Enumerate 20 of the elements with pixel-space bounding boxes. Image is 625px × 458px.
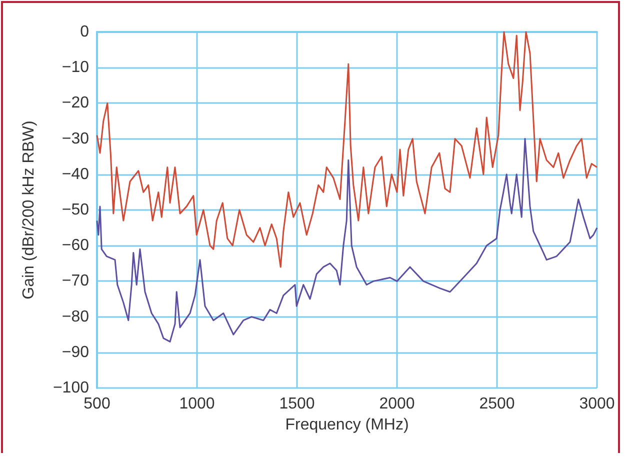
y-axis-title: Gain (dBr/200 kHz RBW) xyxy=(20,120,38,300)
y-tick-label: −30 xyxy=(62,130,90,148)
y-tick-label: −20 xyxy=(62,94,90,112)
x-tick-label: 1500 xyxy=(279,396,315,412)
x-tick-label: 3000 xyxy=(579,396,615,412)
x-tick-label: 1000 xyxy=(179,396,215,412)
y-tick-label: −90 xyxy=(62,344,90,361)
x-tick-label: 2000 xyxy=(379,396,415,412)
x-tick-label: 500 xyxy=(84,396,110,412)
y-tick-label: −70 xyxy=(62,272,90,290)
y-tick-label: −10 xyxy=(62,59,90,76)
line-series xyxy=(96,138,598,342)
y-tick-label: −50 xyxy=(62,202,90,218)
y-tick-label: −80 xyxy=(62,308,90,326)
x-axis-title: Frequency (MHz) xyxy=(285,416,409,434)
y-tick-label: −100 xyxy=(52,380,90,396)
y-tick-label: 0 xyxy=(80,24,90,40)
y-tick-label: −40 xyxy=(62,166,90,183)
x-tick-label: 2500 xyxy=(479,396,515,412)
y-tick-label: −60 xyxy=(62,237,90,254)
